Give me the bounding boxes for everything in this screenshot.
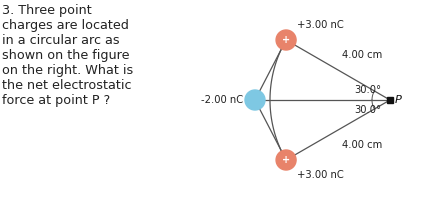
Text: 30.0°: 30.0°	[354, 85, 381, 95]
Text: 4.00 cm: 4.00 cm	[342, 140, 382, 150]
Text: 4.00 cm: 4.00 cm	[342, 50, 382, 60]
Text: 30.0°: 30.0°	[354, 105, 381, 115]
Circle shape	[276, 30, 296, 50]
Circle shape	[276, 150, 296, 170]
Text: +3.00 nC: +3.00 nC	[297, 20, 344, 30]
Text: -2.00 nC: -2.00 nC	[201, 95, 243, 105]
Text: +: +	[282, 155, 290, 165]
Text: +: +	[282, 35, 290, 45]
Text: P: P	[395, 95, 402, 105]
Circle shape	[245, 90, 265, 110]
Text: +3.00 nC: +3.00 nC	[297, 170, 344, 180]
Text: 3. Three point
charges are located
in a circular arc as
shown on the figure
on t: 3. Three point charges are located in a …	[2, 4, 133, 107]
